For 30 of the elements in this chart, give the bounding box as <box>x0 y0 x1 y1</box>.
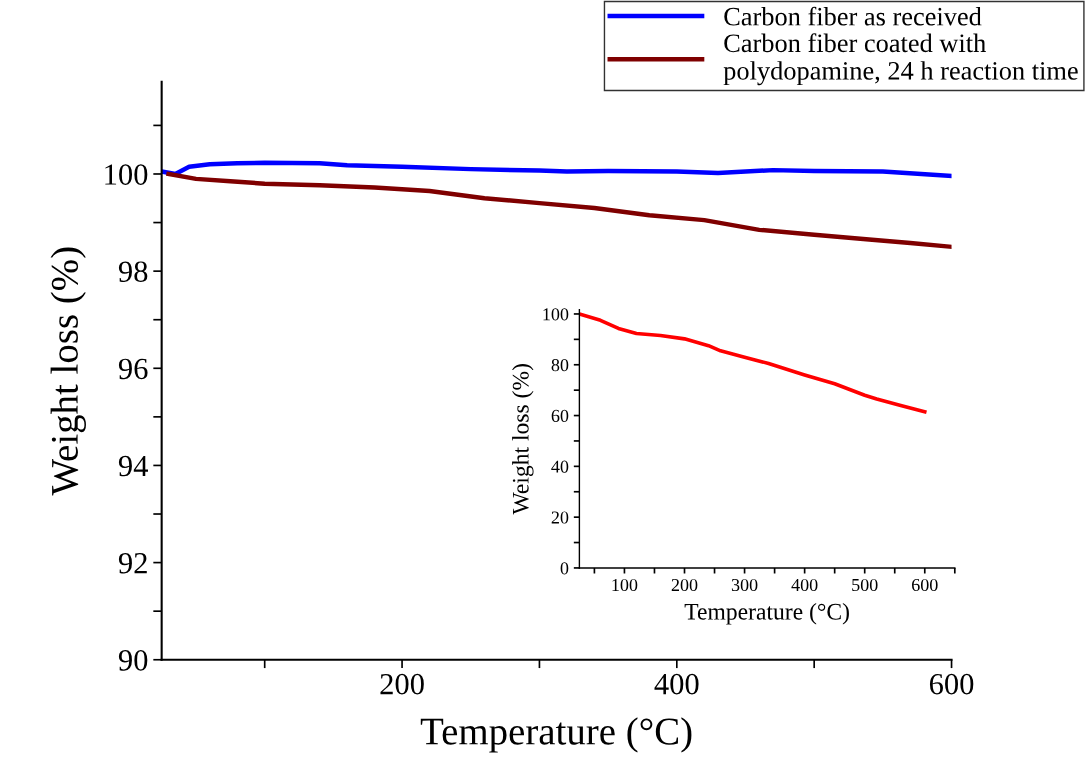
legend-label: Carbon fiber coated with polydopamine, 24 h reaction time <box>723 33 1078 86</box>
line-series <box>161 160 952 179</box>
x-tick-label: 400 <box>654 673 699 695</box>
y-tick-label: 100 <box>543 308 569 321</box>
y-axis-title: Weight loss (%) <box>512 364 534 515</box>
x-tick-label: 100 <box>612 578 638 592</box>
x-axis-title: Temperature (°C) <box>420 717 692 753</box>
x-tick-label: 600 <box>912 578 938 592</box>
y-tick-label: 40 <box>551 460 569 473</box>
legend-label: Carbon fiber as received <box>724 6 982 26</box>
y-axis-title: Weight loss (%) <box>50 247 86 496</box>
x-tick-label: 200 <box>380 673 424 695</box>
x-axis-title: Temperature (°C) <box>684 603 849 625</box>
y-tick-label: 92 <box>118 552 147 574</box>
y-tick-label: 100 <box>105 164 148 185</box>
y-tick-label: 94 <box>118 455 148 477</box>
x-tick-label: 400 <box>791 578 818 592</box>
y-tick-label: 60 <box>551 409 569 422</box>
x-tick-label: 200 <box>671 578 698 592</box>
x-tick-label: 500 <box>852 578 878 592</box>
x-tick-label: 300 <box>731 578 758 592</box>
x-tick-label: 600 <box>929 673 974 695</box>
y-tick-label: 20 <box>551 511 569 524</box>
y-tick-label: 90 <box>118 650 148 671</box>
y-tick-label: 96 <box>118 358 148 380</box>
line-series <box>166 171 952 250</box>
line-series <box>579 312 927 414</box>
y-tick-label: 98 <box>118 261 148 283</box>
y-tick-label: 80 <box>551 359 569 372</box>
y-tick-label: 0 <box>560 562 569 575</box>
